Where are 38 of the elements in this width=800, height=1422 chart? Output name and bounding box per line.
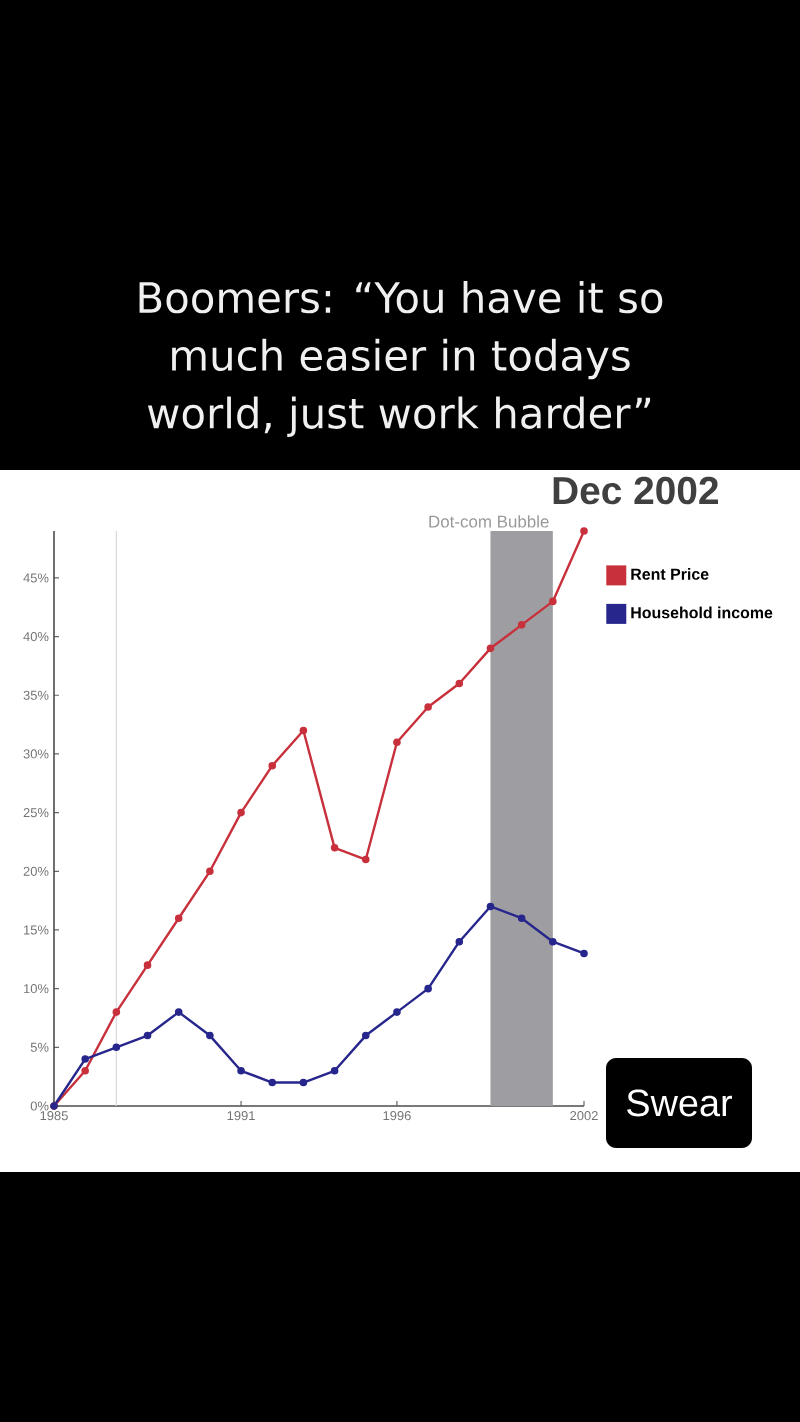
point [361, 855, 370, 864]
point [112, 1043, 121, 1052]
point [174, 914, 183, 923]
point [206, 867, 214, 876]
point [486, 644, 495, 653]
point [206, 1031, 214, 1040]
point [580, 949, 588, 958]
point [361, 1031, 370, 1040]
point [517, 914, 526, 923]
point [143, 1031, 152, 1040]
point [268, 1078, 277, 1087]
point [393, 1008, 401, 1016]
point [549, 937, 557, 946]
point [393, 738, 401, 747]
point [330, 1066, 339, 1075]
point [299, 1078, 308, 1087]
point [268, 761, 277, 770]
point [299, 726, 308, 735]
point [580, 527, 588, 535]
point [330, 844, 339, 852]
point [112, 1008, 121, 1016]
point [81, 1066, 89, 1075]
band-label: Dot-com Bubble [429, 515, 549, 528]
point [549, 597, 557, 606]
point [517, 621, 526, 629]
point [455, 679, 464, 688]
point [174, 1008, 183, 1016]
point [237, 1066, 245, 1075]
point [143, 961, 152, 969]
point [424, 703, 432, 711]
point [486, 902, 495, 911]
chart-title: Boomers: “You have it so much easier in todays world, just work harder” [139, 280, 663, 438]
text: Swear [627, 1089, 733, 1117]
point [81, 1055, 89, 1063]
point [237, 808, 245, 817]
text: Dec 2002 [553, 476, 718, 505]
point [455, 937, 464, 946]
point [424, 984, 432, 993]
